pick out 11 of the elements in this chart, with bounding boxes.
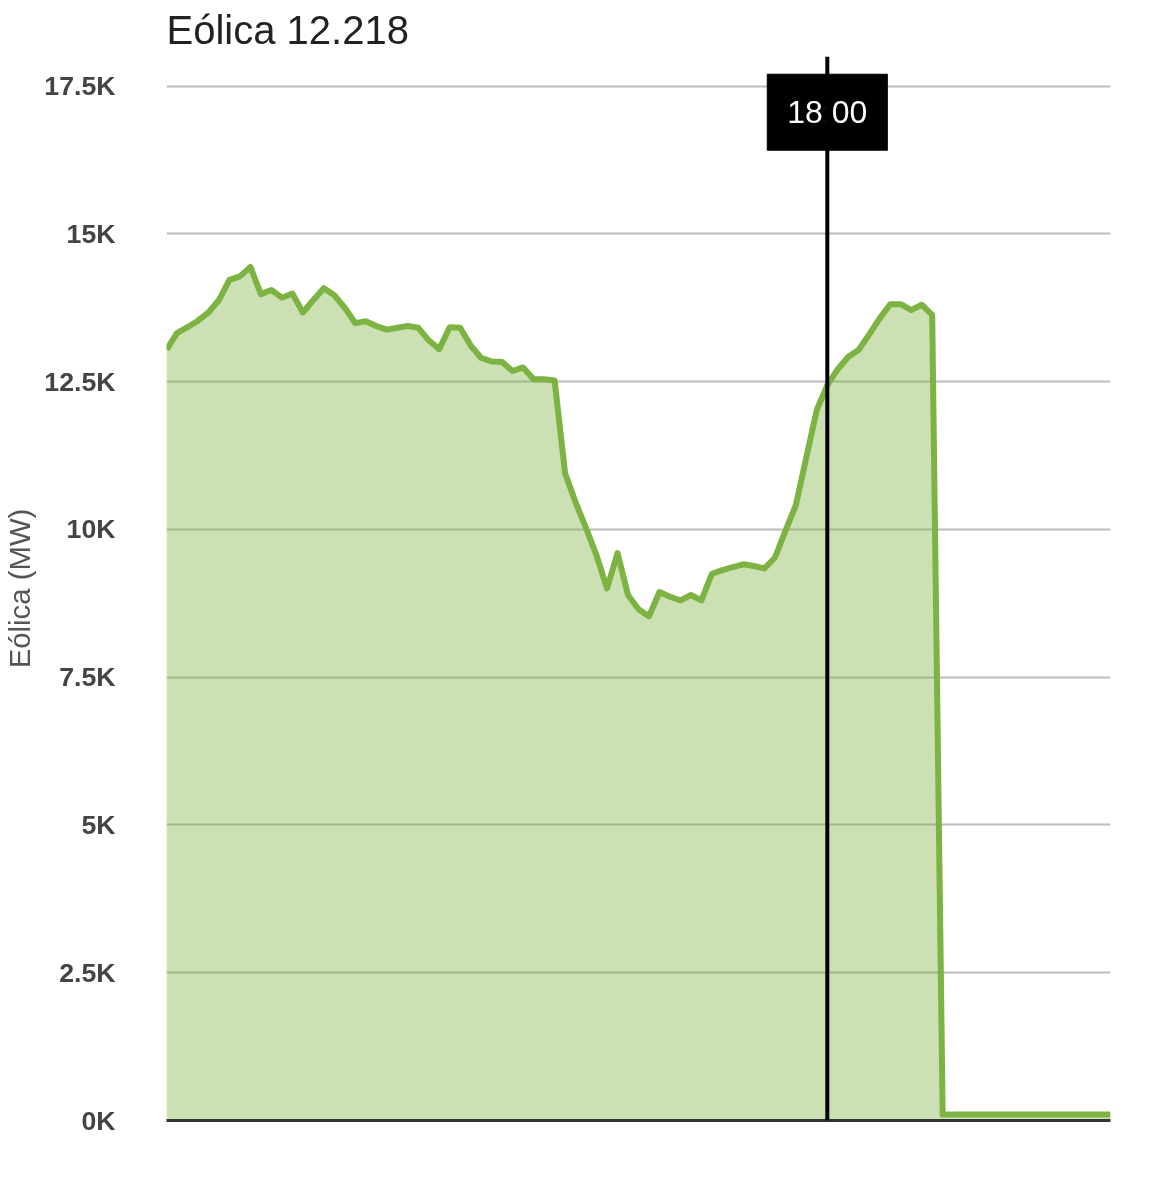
y-tick-label: 5K (81, 809, 116, 840)
x-tick-label: 18:00 (787, 94, 868, 131)
y-tick-label: 12.5K (44, 366, 116, 397)
y-axis-title: Eólica (MW) (3, 508, 37, 669)
y-tick-label: 7.5K (59, 662, 116, 693)
chart-title: Eólica 12.218 (166, 7, 409, 52)
y-tick-label: 17.5K (44, 71, 116, 102)
y-tick-label: 2.5K (59, 957, 116, 988)
y-tick-label: 0K (81, 1105, 116, 1136)
y-tick-label: 15K (66, 218, 116, 249)
y-tick-label: 10K (66, 514, 116, 545)
